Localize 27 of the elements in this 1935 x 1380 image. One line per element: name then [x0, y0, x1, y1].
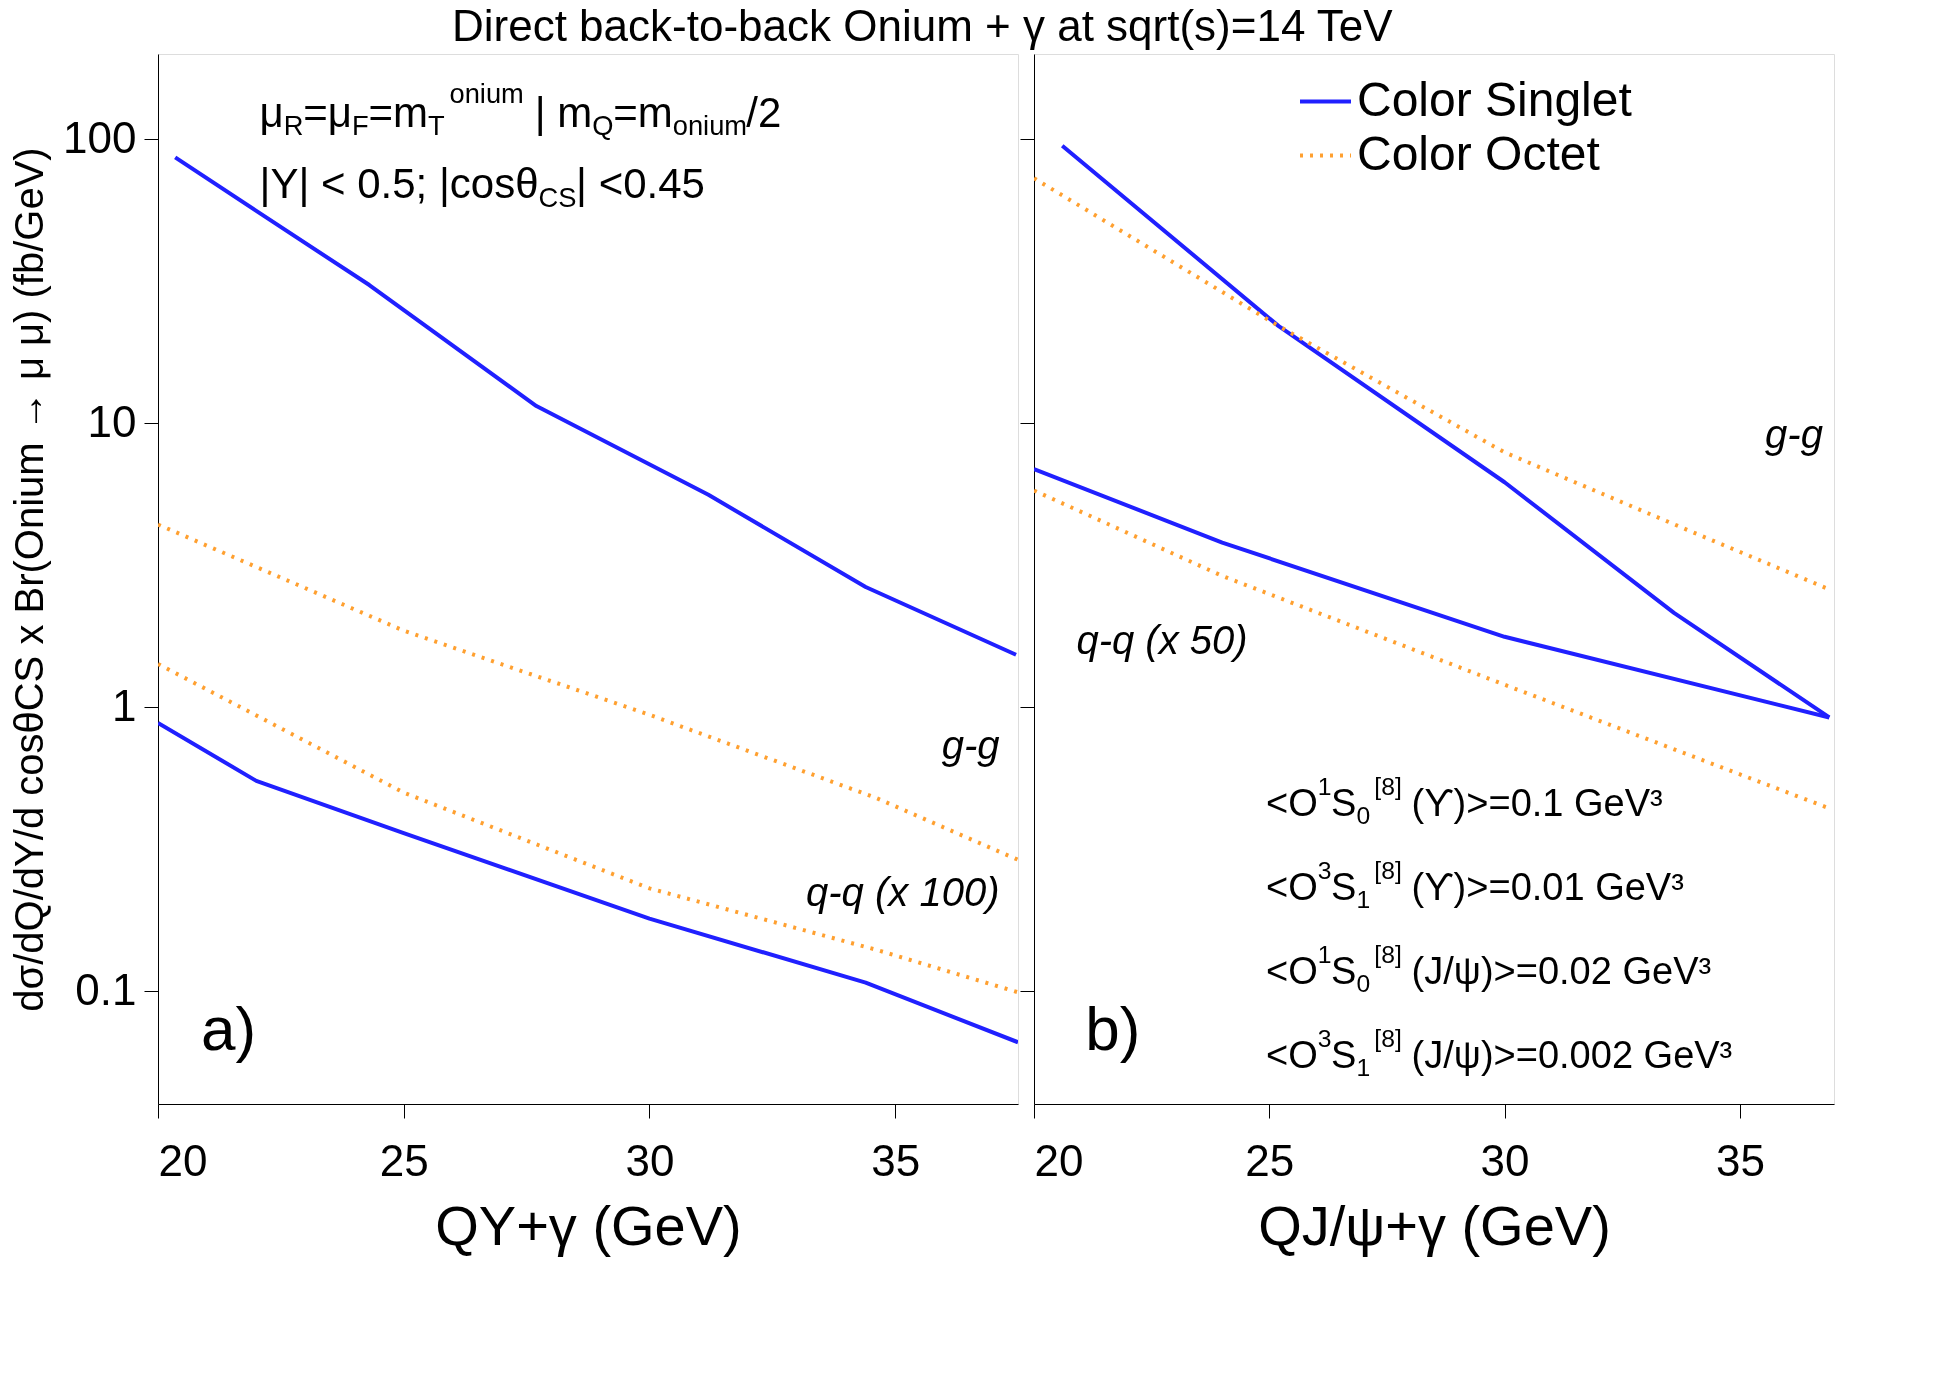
- annotation: q-q (x 50): [1076, 618, 1248, 662]
- x-axis-title: QΥ+γ (GeV): [435, 1193, 742, 1257]
- line-series: [158, 661, 1018, 995]
- x-tick-label: 30: [1480, 1135, 1530, 1185]
- line-series: [158, 522, 1018, 862]
- x-tick-label: 20: [158, 1135, 208, 1185]
- x-tick-label: 30: [625, 1135, 675, 1185]
- annotation: g-g: [1765, 412, 1823, 457]
- y-tick-label: 100: [63, 112, 137, 162]
- legend-label: Color Singlet: [1357, 72, 1632, 126]
- annotation: a): [201, 993, 257, 1063]
- legend-label: Color Octet: [1357, 126, 1600, 180]
- annotation: b): [1085, 993, 1141, 1063]
- y-tick-label: 0.1: [75, 964, 137, 1014]
- x-tick-label: 35: [871, 1135, 921, 1185]
- y-tick-label: 10: [87, 396, 137, 446]
- y-axis-title: dσ/dQ/dY/d cosθCS x Br(Onium → μ μ) (fb/GeV): [7, 147, 52, 1012]
- x-tick-label: 20: [1034, 1135, 1084, 1185]
- annotation: g-g: [941, 723, 1000, 767]
- x-tick-label: 25: [1245, 1135, 1295, 1185]
- annotation: q-q (x 100): [806, 870, 1000, 914]
- chart-title: Direct back-to-back Onium + γ at sqrt(s)=14 TeV: [451, 0, 1394, 50]
- x-axis-title: QJ/ψ+γ (GeV): [1258, 1193, 1611, 1257]
- x-tick-label: 25: [379, 1135, 429, 1185]
- line-series: [173, 155, 1018, 657]
- x-tick-label: 35: [1715, 1135, 1765, 1185]
- y-tick-label: 1: [112, 680, 137, 730]
